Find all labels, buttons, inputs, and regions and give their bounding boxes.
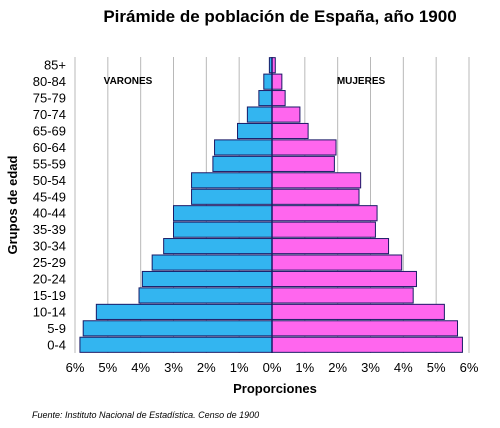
y-tick-label: 15-19 [33,288,66,303]
bar-mujeres-50-54 [271,172,362,189]
y-tick-label: 75-79 [33,91,66,106]
bar-varones-80-84 [263,73,273,90]
y-tick-label: 70-74 [33,107,66,122]
bar-mujeres-75-79 [271,90,286,107]
bar-mujeres-30-34 [271,238,390,255]
y-tick-label: 60-64 [33,140,66,155]
bar-varones-0-4 [79,336,273,353]
chart-title: Pirámide de población de España, año 190… [103,7,456,26]
x-tick-label: 2% [328,360,347,375]
bar-mujeres-55-59 [271,155,335,172]
y-tick-label: 10-14 [33,304,66,319]
y-tick-label: 80-84 [33,74,66,89]
bar-mujeres-35-39 [271,221,376,238]
x-tick-label: 4% [394,360,413,375]
y-tick-label: 30-34 [33,239,66,254]
bar-varones-55-59 [212,155,273,172]
x-tick-label: 1% [230,360,249,375]
y-tick-label: 50-54 [33,173,66,188]
x-tick-labels: 6% 5% 4% 3% 2% 1% 0% 1% 2% 3% 4% 5% 6% [66,360,479,375]
y-tick-label: 65-69 [33,124,66,139]
y-tick-label: 5-9 [47,321,66,336]
bar-varones-50-54 [191,172,273,189]
y-tick-label: 40-44 [33,206,66,221]
y-tick-label: 55-59 [33,156,66,171]
y-tick-label: 35-39 [33,222,66,237]
x-tick-label: 2% [197,360,216,375]
bar-mujeres-25-29 [271,254,403,271]
y-axis-label: Grupos de edad [5,155,20,254]
bar-varones-10-14 [95,303,273,320]
bar-mujeres-5-9 [271,320,459,337]
bar-varones-45-49 [191,188,273,205]
y-tick-label: 45-49 [33,189,66,204]
bar-mujeres-20-24 [271,270,417,288]
y-tick-label: 25-29 [33,255,66,270]
bar-mujeres-40-44 [271,205,378,222]
bar-varones-40-44 [173,205,273,222]
bar-varones-25-29 [151,254,273,271]
x-tick-label: 0% [263,360,282,375]
x-tick-label: 3% [164,360,183,375]
x-tick-label: 1% [295,360,314,375]
x-tick-label: 5% [427,360,446,375]
y-tick-label: 0-4 [47,337,66,352]
bar-mujeres-15-19 [271,287,414,304]
bar-varones-15-19 [138,287,273,304]
y-tick-label: 85+ [44,58,66,73]
bar-mujeres-45-49 [271,188,360,205]
x-tick-label: 5% [98,360,117,375]
x-tick-label: 6% [460,360,479,375]
x-tick-label: 3% [361,360,380,375]
y-tick-label: 20-24 [33,272,66,287]
x-axis-label: Proporciones [233,381,317,396]
bar-varones-60-64 [214,139,273,156]
x-tick-label: 4% [131,360,150,375]
bar-varones-65-69 [237,122,273,140]
bar-varones-75-79 [258,90,273,107]
bar-varones-70-74 [246,106,273,123]
bar-varones-20-24 [141,270,273,288]
bar-varones-35-39 [173,221,273,238]
grid-lines [74,57,470,353]
bar-varones-30-34 [163,238,273,255]
mujeres-label: MUJERES [337,76,386,87]
bar-mujeres-60-64 [271,139,337,156]
bar-mujeres-65-69 [271,122,309,140]
bars [79,57,463,353]
bar-mujeres-10-14 [271,303,445,320]
source-note: Fuente: Instituto Nacional de Estadístic… [32,410,260,420]
bar-varones-5-9 [82,320,273,337]
x-tick-label: 6% [66,360,85,375]
bar-mujeres-70-74 [271,106,301,123]
bar-mujeres-0-4 [271,336,463,353]
bar-mujeres-80-84 [271,73,283,90]
varones-label: VARONES [104,76,153,87]
